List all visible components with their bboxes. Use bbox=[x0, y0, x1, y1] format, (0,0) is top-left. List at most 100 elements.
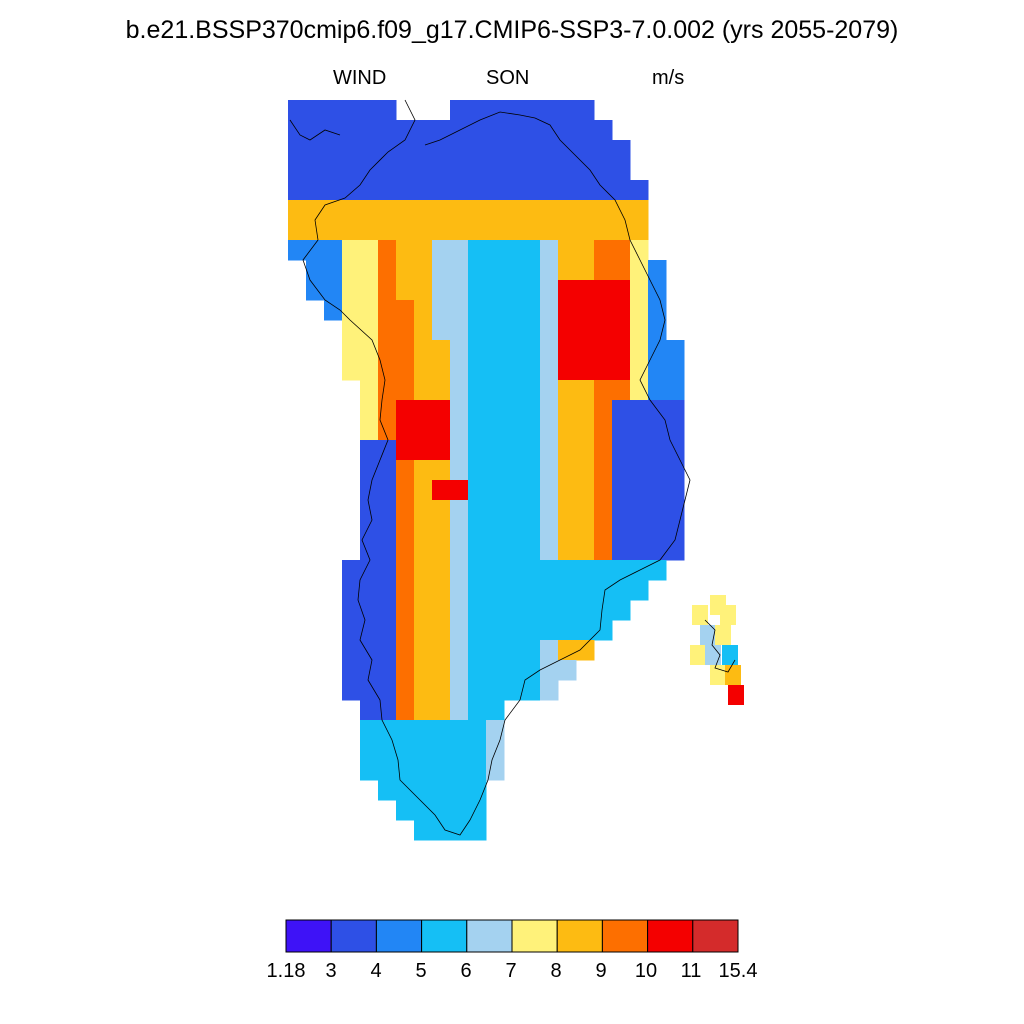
map-cell bbox=[504, 100, 523, 121]
map-cell bbox=[396, 600, 415, 621]
map-cell bbox=[324, 180, 343, 201]
colorbar-swatch bbox=[466, 919, 513, 953]
map-cell bbox=[558, 500, 577, 521]
map-cell bbox=[414, 500, 433, 521]
colorbar-swatches bbox=[285, 919, 739, 953]
map-cell bbox=[715, 625, 731, 645]
map-cell bbox=[396, 580, 415, 601]
map-cell bbox=[522, 680, 541, 701]
map-cell bbox=[414, 460, 433, 481]
map-cell bbox=[504, 460, 523, 481]
map-cell bbox=[468, 600, 487, 621]
map-cell bbox=[504, 340, 523, 361]
map-cell bbox=[396, 320, 415, 341]
map-cell bbox=[306, 180, 325, 201]
map-cell bbox=[378, 760, 397, 781]
map-cell bbox=[486, 260, 505, 281]
map-cell bbox=[468, 380, 487, 401]
map-cell bbox=[324, 100, 343, 121]
map-cell bbox=[360, 200, 379, 221]
map-cell bbox=[504, 140, 523, 161]
map-cell bbox=[576, 500, 595, 521]
map-cell bbox=[432, 380, 451, 401]
map-cell bbox=[576, 300, 595, 321]
map-cell bbox=[666, 460, 685, 481]
map-cell bbox=[432, 560, 451, 581]
map-cell bbox=[360, 480, 379, 501]
map-cell bbox=[450, 780, 469, 801]
map-cell bbox=[396, 780, 415, 801]
map-cell bbox=[468, 140, 487, 161]
map-cell bbox=[705, 645, 721, 665]
map-cell bbox=[504, 360, 523, 381]
map-cell bbox=[414, 300, 433, 321]
map-cell bbox=[612, 500, 631, 521]
map-cell bbox=[288, 160, 307, 181]
map-cell bbox=[540, 380, 559, 401]
map-cell bbox=[558, 300, 577, 321]
coastline bbox=[289, 99, 736, 836]
map-cell bbox=[486, 460, 505, 481]
map-cell bbox=[486, 360, 505, 381]
map-cell bbox=[342, 340, 361, 361]
map-cell bbox=[630, 440, 649, 461]
map-cell bbox=[414, 220, 433, 241]
map-cell bbox=[432, 440, 451, 461]
map-cell bbox=[666, 540, 685, 561]
map-cell bbox=[486, 740, 505, 761]
map-cell bbox=[414, 580, 433, 601]
map-cell bbox=[594, 280, 613, 301]
map-cell bbox=[432, 400, 451, 421]
map-cell bbox=[414, 520, 433, 541]
map-cell bbox=[612, 380, 631, 401]
map-cell bbox=[378, 620, 397, 641]
map-cell bbox=[342, 240, 361, 261]
map-cell bbox=[414, 760, 433, 781]
map-cell bbox=[522, 420, 541, 441]
map-cell bbox=[432, 480, 451, 501]
map-cell bbox=[504, 400, 523, 421]
map-cell bbox=[414, 820, 433, 841]
map-cell bbox=[360, 180, 379, 201]
map-cell bbox=[522, 360, 541, 381]
map-cell bbox=[540, 180, 559, 201]
map-cell bbox=[468, 360, 487, 381]
map-cell bbox=[468, 180, 487, 201]
map-cell bbox=[504, 500, 523, 521]
map-cell bbox=[468, 720, 487, 741]
map-cell bbox=[342, 100, 361, 121]
map-cell bbox=[360, 160, 379, 181]
map-cell bbox=[522, 340, 541, 361]
map-cell bbox=[666, 360, 685, 381]
map-cell bbox=[450, 100, 469, 121]
map-cell bbox=[396, 400, 415, 421]
map-cell bbox=[612, 280, 631, 301]
map-cell bbox=[396, 440, 415, 461]
map-cell bbox=[360, 380, 379, 401]
map-cell bbox=[504, 200, 523, 221]
map-cell bbox=[432, 120, 451, 141]
map-cell bbox=[630, 540, 649, 561]
map-cell bbox=[342, 300, 361, 321]
map-cell bbox=[540, 480, 559, 501]
map-cell bbox=[396, 240, 415, 261]
map-cell bbox=[360, 440, 379, 461]
map-cell bbox=[504, 380, 523, 401]
map-cell bbox=[360, 400, 379, 421]
map-cell bbox=[576, 320, 595, 341]
map-cell bbox=[522, 460, 541, 481]
variable-label: WIND bbox=[333, 67, 387, 89]
map-cell bbox=[594, 180, 613, 201]
map-cell bbox=[414, 640, 433, 661]
map-cell bbox=[504, 160, 523, 181]
map-cell bbox=[396, 180, 415, 201]
map-cell bbox=[450, 320, 469, 341]
map-title: b.e21.BSSP370cmip6.f09_g17.CMIP6-SSP3-7.… bbox=[125, 16, 899, 44]
map-cell bbox=[648, 500, 667, 521]
map-cell bbox=[432, 140, 451, 161]
map-cell bbox=[360, 360, 379, 381]
map-cell bbox=[594, 440, 613, 461]
map-cell bbox=[558, 320, 577, 341]
map-cell bbox=[486, 540, 505, 561]
map-cell bbox=[432, 580, 451, 601]
